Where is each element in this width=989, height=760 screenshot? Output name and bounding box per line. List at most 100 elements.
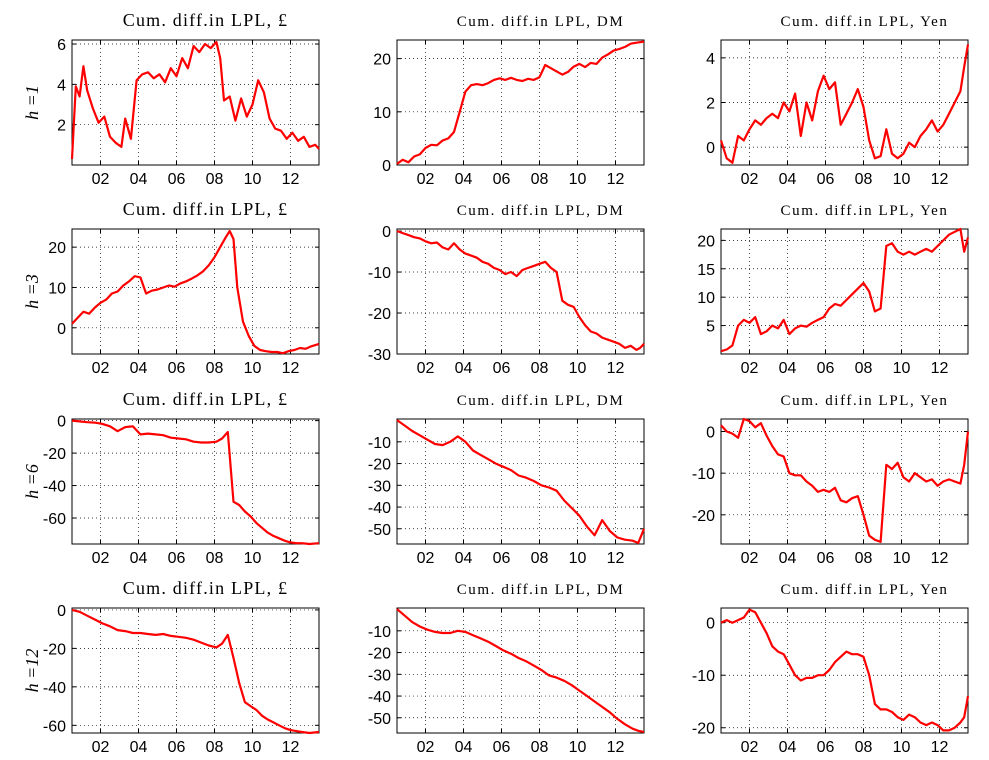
axes-frame bbox=[71, 228, 320, 355]
panel-title: Cum. diff.in LPL, Yen bbox=[781, 14, 949, 30]
x-tick-label: 10 bbox=[569, 739, 587, 756]
series-line bbox=[71, 608, 320, 735]
x-tick-label: 06 bbox=[493, 550, 511, 567]
y-tick-label: -20 bbox=[692, 721, 715, 738]
x-tick-label: 08 bbox=[206, 171, 224, 188]
panel-0-0: Cum. diff.in LPL, £ 02 04 06 08 10 12 2 4 6 bbox=[57, 10, 320, 188]
panel-title: Cum. diff.in LPL, Yen bbox=[781, 582, 949, 598]
y-tick-label: 6 bbox=[57, 37, 66, 54]
x-tick-label: 04 bbox=[130, 739, 148, 756]
x-tick-label: 08 bbox=[206, 739, 224, 756]
x-tick-label: 04 bbox=[779, 550, 797, 567]
row-labels: h =1 h =3 h =6 h =12 bbox=[22, 85, 42, 692]
series-line bbox=[396, 419, 646, 545]
x-tick-label: 02 bbox=[417, 360, 435, 377]
panel-1-0: Cum. diff.in LPL, £ 02 04 06 08 10 12 0 10 20 bbox=[48, 199, 320, 377]
x-tick-label: 04 bbox=[130, 550, 148, 567]
x-tick-label: 08 bbox=[206, 550, 224, 567]
y-tick-label: -30 bbox=[368, 667, 391, 684]
x-tick-label: 02 bbox=[417, 739, 435, 756]
series-line bbox=[719, 44, 970, 164]
y-tick-label: -20 bbox=[368, 457, 391, 474]
x-tick-label: 06 bbox=[817, 360, 835, 377]
panel-title: Cum. diff.in LPL, Yen bbox=[781, 393, 949, 409]
x-tick-label: 12 bbox=[282, 550, 300, 567]
axes-frame bbox=[396, 39, 645, 166]
x-tick-label: 06 bbox=[168, 171, 186, 188]
panel-title: Cum. diff.in LPL, £ bbox=[123, 199, 288, 219]
row-label-3: h =12 bbox=[22, 649, 42, 693]
series-line bbox=[396, 40, 645, 165]
x-tick-label: 12 bbox=[607, 360, 625, 377]
panel-1-2: Cum. diff.in LPL, Yen 02 04 06 08 10 12 5 10 15 20 bbox=[697, 203, 970, 377]
x-tick-label: 02 bbox=[92, 739, 110, 756]
panel-2-1: Cum. diff.in LPL, DM 02 04 06 08 10 12 -10 -20 -3… bbox=[368, 393, 646, 567]
x-tick-label: 08 bbox=[855, 550, 873, 567]
x-tick-label: 04 bbox=[130, 171, 148, 188]
x-tick-label: 06 bbox=[817, 739, 835, 756]
y-tick-label: -20 bbox=[368, 646, 391, 663]
x-tick-label: 02 bbox=[92, 360, 110, 377]
x-tick-label: 04 bbox=[779, 360, 797, 377]
y-tick-label: -10 bbox=[692, 668, 715, 685]
y-tick-label: -20 bbox=[692, 508, 715, 525]
y-tick-label: 0 bbox=[57, 603, 66, 620]
y-tick-label: 0 bbox=[382, 158, 391, 175]
x-tick-label: 10 bbox=[893, 171, 911, 188]
x-tick-label: 12 bbox=[931, 360, 949, 377]
series-line bbox=[71, 229, 320, 355]
y-tick-label: 0 bbox=[706, 616, 715, 633]
y-tick-label: -20 bbox=[43, 446, 66, 463]
x-tick-label: 02 bbox=[92, 550, 110, 567]
axes-frame bbox=[720, 607, 969, 734]
row-label-0: h =1 bbox=[22, 85, 42, 120]
x-tick-label: 08 bbox=[531, 550, 549, 567]
x-tick-label: 02 bbox=[92, 171, 110, 188]
x-tick-label: 08 bbox=[531, 360, 549, 377]
series-line bbox=[70, 40, 320, 160]
y-tick-label: 2 bbox=[706, 96, 715, 113]
panel-0-1: Cum. diff.in LPL, DM 02 04 06 08 10 12 0 10 20 bbox=[373, 14, 645, 188]
panel-title: Cum. diff.in LPL, DM bbox=[457, 393, 625, 409]
x-tick-label: 10 bbox=[244, 550, 262, 567]
x-tick-label: 12 bbox=[282, 360, 300, 377]
y-tick-label: 0 bbox=[57, 321, 66, 338]
y-tick-label: 20 bbox=[373, 52, 391, 69]
panel-2-2: Cum. diff.in LPL, Yen 02 04 06 08 10 12 0 -10 -20 bbox=[692, 393, 970, 567]
x-tick-label: 06 bbox=[168, 739, 186, 756]
axes-frame bbox=[71, 607, 320, 734]
y-tick-label: -20 bbox=[368, 306, 391, 323]
y-tick-label: 10 bbox=[48, 280, 66, 297]
panel-3-1: Cum. diff.in LPL, DM 02 04 06 08 10 12 -10 -20 -3… bbox=[368, 582, 645, 756]
x-tick-label: 10 bbox=[569, 550, 587, 567]
y-tick-label: -10 bbox=[368, 265, 391, 282]
x-tick-label: 12 bbox=[931, 171, 949, 188]
y-tick-label: -30 bbox=[368, 347, 391, 364]
x-tick-label: 04 bbox=[779, 171, 797, 188]
axes-frame bbox=[71, 39, 320, 166]
y-tick-label: -40 bbox=[43, 680, 66, 697]
x-tick-label: 02 bbox=[741, 550, 759, 567]
x-tick-label: 10 bbox=[893, 739, 911, 756]
y-tick-label: -50 bbox=[368, 711, 391, 728]
x-tick-label: 12 bbox=[607, 739, 625, 756]
x-tick-label: 02 bbox=[417, 171, 435, 188]
y-tick-label: -20 bbox=[43, 641, 66, 658]
panel-title: Cum. diff.in LPL, £ bbox=[123, 10, 288, 30]
x-tick-label: 04 bbox=[455, 360, 473, 377]
axes-frame bbox=[71, 418, 320, 545]
series-line bbox=[720, 608, 970, 732]
x-tick-label: 12 bbox=[607, 550, 625, 567]
axes-frame bbox=[720, 228, 969, 355]
series-line bbox=[720, 417, 970, 544]
x-tick-label: 06 bbox=[493, 171, 511, 188]
y-tick-label: -10 bbox=[368, 435, 391, 452]
x-tick-label: 02 bbox=[741, 739, 759, 756]
axes-frame bbox=[720, 418, 969, 545]
x-tick-label: 12 bbox=[931, 739, 949, 756]
y-tick-label: 0 bbox=[57, 414, 66, 431]
panel-3-0: Cum. diff.in LPL, £ 02 04 06 08 10 12 0 -20 -40 -6… bbox=[43, 578, 320, 756]
y-tick-label: -60 bbox=[43, 511, 66, 528]
